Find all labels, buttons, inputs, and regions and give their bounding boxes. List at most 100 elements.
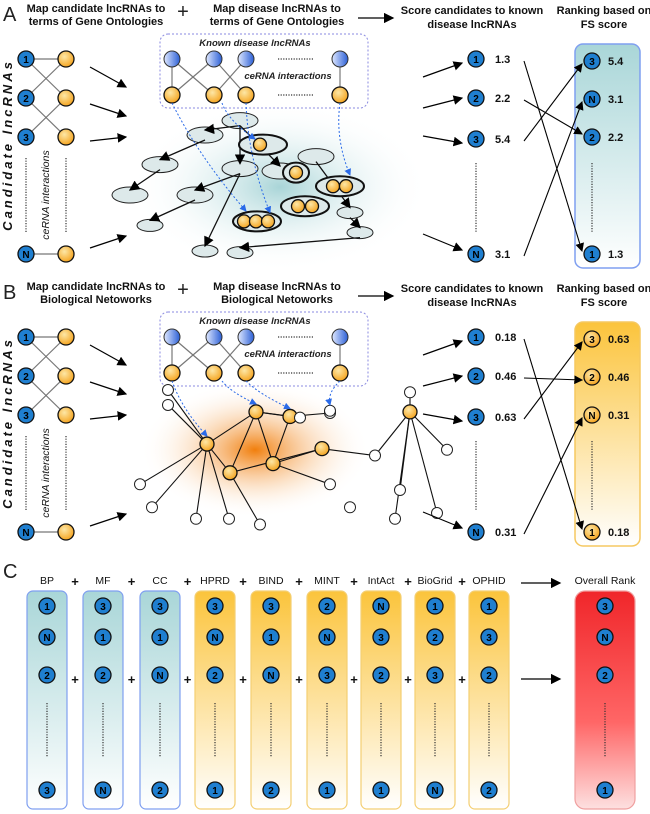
score-value: 3.1 — [495, 249, 510, 261]
lncrna-node: N — [467, 245, 485, 263]
node-label: 3 — [486, 633, 492, 644]
node-circle — [151, 597, 169, 615]
network-edge — [272, 463, 331, 485]
node-label: N — [431, 786, 438, 797]
node-label: N — [588, 95, 595, 106]
node-circle — [402, 404, 418, 420]
network-node — [441, 443, 453, 456]
node-label: 3 — [268, 602, 274, 613]
flow-arrow — [89, 411, 128, 421]
lncrna-node: 3 — [151, 597, 169, 615]
node-circle — [426, 628, 444, 646]
rank-mapping-arrow — [523, 417, 583, 535]
network-edge — [321, 448, 376, 457]
network-node — [254, 518, 266, 531]
lncrna-node: 1 — [151, 628, 169, 646]
score-value: 1.3 — [495, 54, 510, 66]
node-label: 2 — [589, 133, 595, 144]
mapping-arrow — [338, 102, 351, 176]
panel-letter: B — [3, 282, 16, 304]
node-label: 3 — [589, 335, 595, 346]
node-circle — [57, 50, 75, 68]
known-disease-node — [331, 328, 349, 346]
node-circle — [94, 628, 112, 646]
cerna-edge — [25, 375, 67, 416]
lncrna-node-orange — [57, 128, 75, 146]
lncrna-node: N — [151, 666, 169, 684]
network-edge — [139, 443, 208, 485]
network-edge — [394, 411, 411, 519]
source-column-ophid — [468, 590, 510, 810]
node-circle — [480, 597, 498, 615]
node-label: 3 — [378, 633, 384, 644]
node-circle — [206, 628, 224, 646]
node-circle — [57, 128, 75, 146]
node-label: 2 — [473, 372, 479, 383]
lncrna-node-orange — [222, 465, 238, 481]
ranking-value: 0.31 — [608, 410, 629, 422]
node-label: N — [267, 671, 274, 682]
node-label: 3 — [212, 602, 218, 613]
lncrna-node: 3 — [206, 597, 224, 615]
node-label: N — [472, 528, 479, 539]
plus-sign: + — [458, 672, 466, 687]
node-label: N — [43, 633, 50, 644]
node-label: 2 — [268, 786, 274, 797]
node-label: 1 — [23, 55, 29, 66]
step4-title: FS score — [581, 19, 627, 31]
network-background — [140, 381, 370, 518]
lncrna-node-orange — [331, 364, 349, 382]
node-label: 1 — [212, 786, 218, 797]
go-term-node — [346, 226, 374, 240]
step1-title: terms of Gene Ontologies — [29, 16, 163, 28]
node-label: 1 — [268, 633, 274, 644]
lncrna-node-orange — [57, 50, 75, 68]
node-circle — [17, 245, 35, 263]
source-label: IntAct — [368, 575, 395, 587]
known-disease-node — [163, 328, 181, 346]
lncrna-node-orange — [260, 214, 276, 229]
node-label: 3 — [100, 602, 106, 613]
lncrna-node: 2 — [151, 781, 169, 799]
lncrna-node: 1 — [467, 50, 485, 68]
source-column-bp — [26, 590, 68, 810]
network-node — [223, 512, 235, 525]
source-label: BP — [40, 575, 54, 587]
node-circle — [163, 364, 181, 382]
node-circle — [480, 666, 498, 684]
step2-title: Map disease lncRNAs to — [213, 3, 341, 15]
known-disease-node — [331, 50, 349, 68]
node-circle — [583, 523, 601, 541]
known-disease-label: Known disease lncRNAs — [199, 38, 310, 49]
node-circle — [480, 781, 498, 799]
lncrna-node: 3 — [583, 52, 601, 70]
node-circle — [596, 666, 614, 684]
go-edge — [148, 199, 196, 222]
step2-title: Map disease lncRNAs to — [213, 281, 341, 293]
network-edge — [151, 443, 208, 508]
lncrna-node: 2 — [426, 628, 444, 646]
cerna-edge — [25, 97, 67, 138]
node-label: 2 — [432, 633, 438, 644]
node-circle — [38, 666, 56, 684]
step4-title: FS score — [581, 297, 627, 309]
node-circle — [314, 440, 330, 457]
node-circle — [237, 86, 255, 104]
flow-arrow — [89, 512, 128, 527]
lncrna-node-orange — [331, 86, 349, 104]
node-circle — [318, 666, 336, 684]
network-edge — [206, 411, 257, 445]
ranking-value: 2.2 — [608, 132, 623, 144]
node-label: 1 — [602, 786, 608, 797]
node-circle — [206, 666, 224, 684]
plus-sign: + — [184, 574, 192, 589]
node-circle — [199, 436, 215, 452]
cerna-edge — [171, 58, 215, 96]
network-node — [369, 449, 381, 462]
plus-sign: + — [239, 574, 247, 589]
node-label: 3 — [473, 135, 479, 146]
rank-mapping-arrow — [523, 60, 584, 253]
lncrna-node-orange — [57, 245, 75, 263]
step3-title: Score candidates to known — [401, 283, 544, 295]
lncrna-node-orange — [163, 364, 181, 382]
